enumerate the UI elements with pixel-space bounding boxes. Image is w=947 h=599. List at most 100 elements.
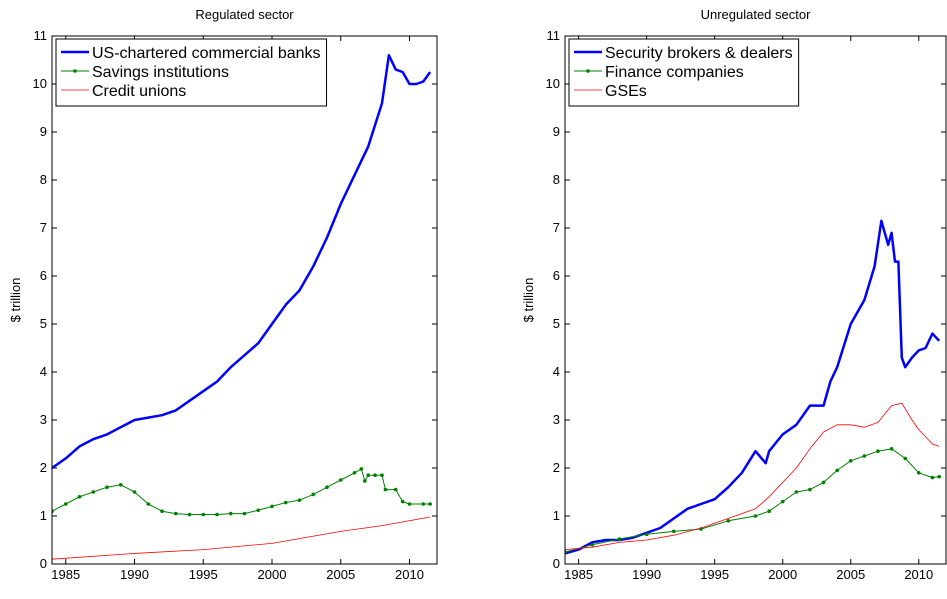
y-tick-label: 7 <box>40 220 47 235</box>
y-tick-label: 10 <box>33 76 47 91</box>
legend-label: Savings institutions <box>92 64 229 81</box>
series-marker <box>373 473 377 478</box>
x-tick-label: 2000 <box>258 567 287 582</box>
legend-label: Credit unions <box>92 83 186 100</box>
y-tick-label: 0 <box>553 556 560 571</box>
plot-area <box>565 219 941 555</box>
series-marker <box>160 509 164 513</box>
x-tick-label: 1985 <box>564 567 593 582</box>
legend-label: US-chartered commercial banks <box>92 45 321 62</box>
series-marker <box>862 454 867 458</box>
series-marker <box>63 502 68 506</box>
series-marker <box>780 499 785 504</box>
series-marker <box>821 480 826 485</box>
chart-title: Regulated sector <box>195 7 294 22</box>
series-marker <box>256 508 261 513</box>
series-marker <box>617 537 622 541</box>
x-tick-label: 2000 <box>768 567 797 582</box>
series-marker <box>421 502 426 506</box>
legend-marker <box>73 69 77 73</box>
series-line <box>565 402 940 550</box>
y-axis-label: $ trillion <box>521 278 536 323</box>
series-line <box>52 53 432 470</box>
series-marker <box>242 511 247 516</box>
legend: Security brokers & dealers Finance compan… <box>568 38 800 107</box>
y-tick-label: 2 <box>40 460 47 475</box>
series-marker <box>352 471 357 475</box>
series-marker <box>794 490 799 494</box>
y-axis-label: $ trillion <box>8 278 23 323</box>
legend-label: Finance companies <box>605 64 744 81</box>
y-tick-label: 6 <box>40 268 47 283</box>
series-marker <box>146 502 151 506</box>
series-marker <box>428 502 432 506</box>
series-marker <box>215 512 219 517</box>
plot-area <box>52 53 432 560</box>
y-tick-label: 6 <box>553 268 560 283</box>
x-tick-label: 1990 <box>632 567 661 582</box>
legend-label: Security brokers & dealers <box>605 45 793 62</box>
series-marker <box>726 519 731 523</box>
legend: US-chartered commercial banks Savings ins… <box>55 38 328 107</box>
y-tick-label: 1 <box>40 508 47 523</box>
series-marker <box>644 532 649 537</box>
x-tick-label: 2010 <box>395 567 424 582</box>
y-tick-label: 0 <box>40 556 47 571</box>
panel: Regulated sector $ trillion 0 1 2 3 4 5 6 7 8 9 10 11… <box>8 7 438 582</box>
series-marker <box>848 459 853 463</box>
axes-box <box>51 35 438 565</box>
x-tick-label: 1995 <box>700 567 729 582</box>
y-tick-label: 11 <box>34 28 48 43</box>
series-marker <box>767 509 771 513</box>
y-tick-label: 7 <box>553 220 560 235</box>
series-marker <box>201 512 206 517</box>
series-marker <box>672 529 676 534</box>
chart-title: Unregulated sector <box>701 7 812 22</box>
series-marker <box>380 473 384 478</box>
y-tick-label: 11 <box>547 28 561 43</box>
x-tick-label: 2005 <box>836 567 865 582</box>
series-marker <box>876 449 880 454</box>
y-tick-label: 5 <box>40 316 47 331</box>
series-marker <box>916 471 921 475</box>
series-marker <box>359 467 364 471</box>
series-marker <box>366 473 371 478</box>
series-marker <box>930 475 935 480</box>
series-marker <box>937 474 941 479</box>
series-line <box>565 448 940 553</box>
legend-label: GSEs <box>605 83 647 100</box>
y-tick-label: 3 <box>553 412 560 427</box>
x-tick-label: 2005 <box>326 567 355 582</box>
series-marker <box>363 479 367 483</box>
series-marker <box>393 487 398 492</box>
series-line <box>52 516 431 560</box>
series-marker <box>753 514 758 518</box>
series-marker <box>187 512 192 517</box>
legend-marker <box>586 69 590 73</box>
series-marker <box>903 456 907 461</box>
y-tick-label: 2 <box>553 460 560 475</box>
y-tick-label: 4 <box>40 364 47 379</box>
series-marker <box>283 500 288 505</box>
series-marker <box>77 495 82 499</box>
series-marker <box>173 511 178 516</box>
series-marker <box>889 447 894 451</box>
series-marker <box>228 511 233 516</box>
y-tick-label: 8 <box>40 172 47 187</box>
series-marker <box>105 485 109 490</box>
series-marker <box>311 492 316 497</box>
x-tick-label: 2010 <box>904 567 933 582</box>
y-tick-label: 4 <box>553 364 560 379</box>
x-tick-label: 1985 <box>51 567 80 582</box>
series-marker <box>270 504 274 509</box>
series-line <box>52 468 431 516</box>
series-marker <box>400 499 405 504</box>
series-marker <box>297 498 302 502</box>
y-tick-label: 9 <box>40 124 47 139</box>
y-tick-label: 8 <box>553 172 560 187</box>
series-marker <box>383 487 388 492</box>
series-marker <box>132 490 137 494</box>
series-marker <box>808 487 812 492</box>
x-tick-label: 1995 <box>189 567 218 582</box>
